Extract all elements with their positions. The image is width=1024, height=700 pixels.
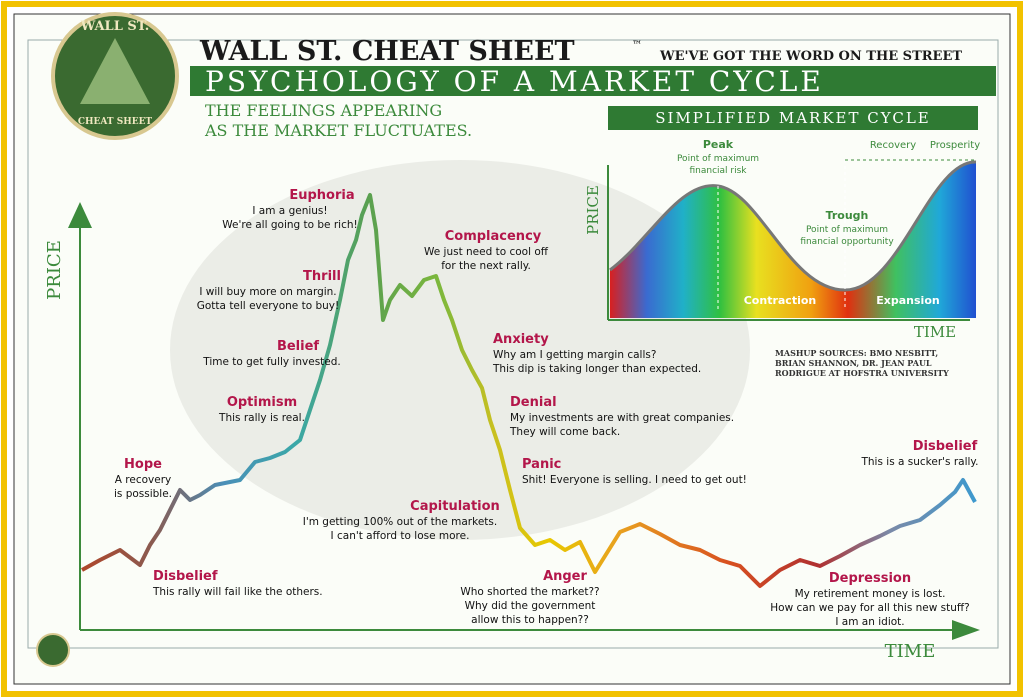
- stage-text: is possible.: [114, 488, 172, 500]
- stage-text: for the next rally.: [441, 260, 531, 272]
- source-line: RODRIGUE AT HOFSTRA UNIVERSITY: [775, 368, 949, 378]
- stage-name: Hope: [124, 457, 162, 472]
- trough-line-text: financial opportunity: [800, 237, 894, 247]
- stage-text: My investments are with great companies.: [510, 412, 734, 424]
- inset-curve: [610, 161, 976, 318]
- inset-curve-edge: [609, 160, 977, 292]
- stage-name: Denial: [510, 395, 557, 410]
- stage-text: We're all going to be rich!: [222, 219, 357, 231]
- x-arrow: [952, 620, 980, 640]
- source-line: MASHUP SOURCES: BMO NESBITT,: [775, 348, 938, 358]
- contraction: Contraction: [744, 294, 817, 307]
- inset-title: SIMPLIFIED MARKET CYCLE: [655, 109, 931, 127]
- trough-name: Trough: [826, 209, 869, 222]
- stage-text: I am a genius!: [252, 205, 327, 217]
- small-logo: [36, 633, 70, 667]
- stage-text: Who shorted the market??: [460, 586, 599, 598]
- stage-text: A recovery: [115, 474, 171, 486]
- subtitle-line: THE FEELINGS APPEARING: [205, 101, 442, 120]
- stage-text: I can't afford to lose more.: [331, 530, 470, 542]
- subtitle-line: AS THE MARKET FLUCTUATES.: [204, 121, 472, 140]
- stage-text: This rally is real.: [218, 412, 305, 424]
- trough-line-text: Point of maximum: [806, 225, 888, 235]
- stage-name: Thrill: [303, 269, 341, 284]
- tagline: WE'VE GOT THE WORD ON THE STREET: [659, 49, 962, 64]
- title: PSYCHOLOGY OF A MARKET CYCLE: [205, 65, 824, 98]
- peak-line-text: financial risk: [689, 166, 747, 176]
- stage-text: Why am I getting margin calls?: [493, 349, 656, 361]
- stage-name: Optimism: [227, 395, 297, 410]
- stage-text: My retirement money is lost.: [795, 588, 946, 600]
- stage-text: allow this to happen??: [471, 614, 589, 626]
- stage-name: Complacency: [445, 229, 542, 244]
- trademark: ™: [632, 40, 642, 51]
- stage-text: I will buy more on margin.: [199, 286, 336, 298]
- stage-name: Panic: [522, 457, 561, 472]
- inset-x-label: TIME: [914, 323, 956, 341]
- stage-text: Time to get fully invested.: [202, 356, 341, 368]
- stage-text: They will come back.: [509, 426, 620, 438]
- price-line: [81, 193, 977, 588]
- logo-bottom: CHEAT SHEET: [78, 117, 153, 127]
- stage-text: Gotta tell everyone to buy!: [197, 300, 339, 312]
- stage-name: Euphoria: [289, 188, 354, 203]
- peak-name: Peak: [703, 138, 734, 151]
- stage-name: Depression: [829, 571, 911, 586]
- stage-name: Disbelief: [913, 439, 978, 454]
- stage-text: I am an idiot.: [835, 616, 904, 628]
- inset-y-label: PRICE: [584, 185, 602, 235]
- stage-text: We just need to cool off: [424, 246, 549, 258]
- source-line: BRIAN SHANNON, DR. JEAN PAUL: [775, 358, 932, 368]
- stage-text: Why did the government: [465, 600, 596, 612]
- logo-pyramid: [80, 38, 150, 104]
- stage-name: Anger: [543, 569, 587, 584]
- stage-text: This is a sucker's rally.: [860, 456, 978, 468]
- peak-line-text: Point of maximum: [677, 154, 759, 164]
- y-axis-label: PRICE: [44, 240, 65, 300]
- stage-name: Capitulation: [410, 499, 500, 514]
- recovery: Recovery: [870, 140, 916, 151]
- y-arrow: [68, 202, 92, 228]
- stage-name: Disbelief: [153, 569, 218, 584]
- stage-name: Belief: [277, 339, 319, 354]
- stage-text: This rally will fail like the others.: [152, 586, 323, 598]
- logo-top: WALL ST.: [80, 19, 150, 34]
- brand: WALL ST. CHEAT SHEET: [199, 36, 575, 67]
- stage-name: Anxiety: [493, 332, 549, 347]
- stage-text: Shit! Everyone is selling. I need to get…: [522, 474, 747, 486]
- expansion: Expansion: [876, 294, 939, 307]
- inset-banner: [608, 106, 978, 130]
- prosperity: Prosperity: [930, 140, 980, 151]
- stage-text: How can we pay for all this new stuff?: [770, 602, 969, 614]
- title-banner: [190, 66, 996, 96]
- stage-text: I'm getting 100% out of the markets.: [303, 516, 497, 528]
- x-axis-label: TIME: [885, 641, 936, 662]
- border: [27, 39, 999, 649]
- stage-text: This dip is taking longer than expected.: [492, 363, 701, 375]
